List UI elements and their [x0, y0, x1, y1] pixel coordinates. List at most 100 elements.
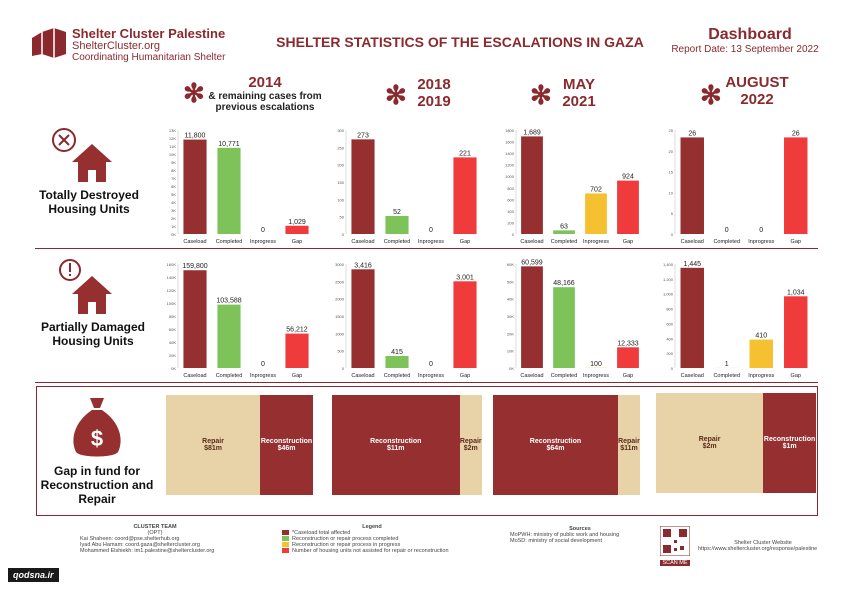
- bar-completed: [217, 304, 241, 368]
- chart-destroyed-2014: 13K 12K 11K 10K 9K 8K 7K 6K 5K 4K 3K 2K 1K 0K 11,800 Ca…: [169, 128, 309, 245]
- y-tick-label: 10: [669, 190, 674, 195]
- row-label-damaged: Partially Damaged Housing Units: [40, 320, 146, 348]
- segment-value: $2m: [463, 445, 478, 452]
- x-tick-label: Completed: [384, 373, 411, 379]
- chart-damaged-2021: 60K 50K 40K 30K 20K 10K 0K 60,599 Caseload 48,166…: [507, 259, 639, 379]
- x-tick-label: Caseload: [520, 239, 543, 245]
- report-date: Report Date: 13 September 2022: [671, 44, 819, 55]
- org-website[interactable]: ShelterCluster.org: [72, 40, 161, 52]
- segment-label: Repair: [202, 438, 224, 445]
- destroyed-house-icon: [52, 128, 112, 182]
- org-name: Shelter Cluster Palestine: [72, 26, 226, 41]
- reconstruction-gap-segment: Reconstruction $11m: [332, 395, 460, 495]
- fund-gap-bar: Reconstruction $11m Repair $2m: [332, 395, 482, 495]
- qr-code-icon[interactable]: [660, 526, 690, 556]
- bar-caseload: [521, 136, 543, 234]
- row-label-fund: Gap in fund for Reconstruction and Repai…: [40, 464, 154, 506]
- bar-value-label: 12,333: [617, 340, 639, 347]
- y-tick-label: 30K: [507, 314, 514, 319]
- bar-value-label: 26: [688, 130, 696, 137]
- bar-value-label: 221: [459, 150, 471, 157]
- team-line[interactable]: Kai Shaheen: coord@pse.shelterhub.org: [80, 536, 180, 542]
- bar-value-label: 63: [560, 223, 568, 230]
- y-tick-label: 5K: [171, 192, 176, 197]
- bar-inprogress: [749, 339, 773, 368]
- bar-value-label: 702: [590, 186, 602, 193]
- y-tick-label: 25: [669, 128, 674, 133]
- shelter-cluster-logo: [32, 28, 66, 58]
- y-tick-label: 1200: [505, 163, 515, 168]
- segment-label: Repair: [459, 438, 482, 445]
- segment-value: $46m: [277, 445, 296, 452]
- x-tick-label: Gap: [623, 373, 633, 379]
- watermark: qodsna.ir: [8, 568, 59, 582]
- x-tick-label: Inprogress: [418, 239, 444, 245]
- sources-title: Sources: [569, 526, 591, 532]
- y-tick-label: 100K: [167, 301, 177, 306]
- fund-gap-bar: Reconstruction $64m Repair $11m: [493, 395, 640, 495]
- x-tick-label: Inprogress: [748, 239, 774, 245]
- y-tick-label: 2500: [335, 279, 345, 284]
- legend-swatch: [282, 548, 289, 554]
- period-header-2014: 2014 & remaining cases from previous esc…: [205, 74, 325, 113]
- y-tick-label: 200: [666, 351, 673, 356]
- segment-label: Repair: [618, 438, 640, 445]
- reconstruction-gap-segment: Reconstruction $64m: [493, 395, 618, 495]
- y-tick-label: 1,400: [663, 262, 674, 267]
- y-tick-label: 250: [337, 145, 344, 150]
- money-bag-icon: $: [73, 398, 121, 457]
- row-divider: [35, 382, 818, 383]
- y-tick-label: 1K: [171, 224, 176, 229]
- fund-gap-section: [36, 386, 818, 516]
- y-tick-label: 300: [337, 128, 344, 133]
- segment-value: $64m: [546, 445, 565, 452]
- legend-item: Reconstruction or repair process in prog…: [282, 542, 462, 548]
- x-tick-label: Completed: [384, 239, 411, 245]
- chart-destroyed-2022: 25 20 15 10 5 0 26 Caseload 0 Completed 0 Inprogres…: [669, 128, 808, 245]
- x-tick-label: Inprogress: [583, 239, 609, 245]
- bar-gap: [617, 180, 639, 234]
- y-tick-label: 160K: [167, 262, 177, 267]
- segment-value: $2m: [702, 443, 717, 450]
- x-tick-label: Caseload: [351, 239, 374, 245]
- segment-value: $81m: [204, 445, 222, 452]
- x-tick-label: Caseload: [183, 239, 206, 245]
- reconstruction-gap-segment: Reconstruction $46m: [260, 395, 313, 495]
- legend-text: *Caseload total affected: [292, 530, 351, 536]
- asterisk-icon: ✻: [183, 78, 205, 108]
- period-title-2021: MAY 2021: [562, 76, 596, 110]
- bar-completed: [553, 287, 575, 368]
- segment-value: $1m: [782, 443, 797, 450]
- repair-gap-segment: Repair $81m: [166, 395, 261, 495]
- x-tick-label: Completed: [216, 373, 243, 379]
- segment-label: Reconstruction: [763, 436, 816, 443]
- reconstruction-gap-segment: Reconstruction $1m: [763, 393, 816, 493]
- y-tick-label: 600: [507, 197, 514, 202]
- y-tick-label: 10K: [169, 152, 176, 157]
- y-tick-label: 1500: [335, 314, 345, 319]
- y-tick-label: 13K: [169, 128, 176, 133]
- legend-text: Reconstruction or repair process in prog…: [292, 542, 401, 548]
- y-tick-label: 1400: [505, 151, 515, 156]
- bar-value-label: 56,212: [286, 327, 308, 334]
- website-link[interactable]: https://www.sheltercluster.org/response/…: [698, 546, 818, 552]
- website-label: Shelter Cluster Website: [734, 540, 792, 546]
- segment-value: $11m: [620, 445, 638, 452]
- x-tick-label: Inprogress: [748, 373, 774, 379]
- row-label-destroyed: Totally Destroyed Housing Units: [39, 188, 139, 216]
- team-line[interactable]: Iyad Abu Hamam: coord.gaza@sheltercluste…: [80, 542, 200, 548]
- asterisk-icon: ✻: [530, 80, 552, 110]
- y-tick-label: 6K: [171, 184, 176, 189]
- x-tick-label: Caseload: [520, 373, 543, 379]
- y-tick-label: 3K: [171, 208, 176, 213]
- bar-gap: [617, 347, 639, 368]
- y-tick-label: 0K: [171, 232, 176, 237]
- y-tick-label: 0: [671, 232, 674, 237]
- y-tick-label: 200: [507, 220, 514, 225]
- y-tick-label: 150: [337, 180, 344, 185]
- x-tick-label: Caseload: [351, 373, 374, 379]
- bar-completed: [385, 356, 409, 368]
- y-tick-label: 800: [666, 307, 673, 312]
- team-line[interactable]: Mohammed Elshiekh: im1.palestine@shelter…: [80, 548, 215, 554]
- chart-damaged-2014: 160K 140K 120K 100K 80K 60K 40K 20K 0K 159,800 Cas…: [167, 262, 309, 379]
